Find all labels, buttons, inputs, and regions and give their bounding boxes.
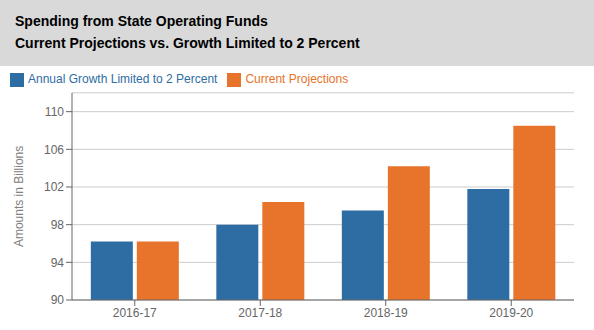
svg-text:2017-18: 2017-18: [238, 306, 282, 320]
svg-text:90: 90: [51, 293, 65, 307]
html-text:Spending from State Operating: Spending from State Operating Funds: [15, 13, 268, 29]
svg-text:106: 106: [44, 143, 64, 157]
svg-text:2018-19: 2018-19: [364, 306, 408, 320]
svg-text:98: 98: [51, 218, 65, 232]
svg-text:110: 110: [45, 105, 64, 119]
svg-text:94: 94: [51, 256, 65, 270]
html-text:Current Projections vs. Growth: Current Projections vs. Growth Limited t…: [15, 35, 360, 51]
svg-text:2016-17: 2016-17: [113, 306, 157, 320]
html-text:Current Projections: Current Projections: [245, 72, 349, 86]
svg-text:102: 102: [44, 180, 64, 194]
svg-text:Amounts in Billions: Amounts in Billions: [12, 146, 26, 247]
svg-text:2019-20: 2019-20: [489, 306, 533, 320]
html-text:Annual Growth Limited to 2 Per: Annual Growth Limited to 2 Percent: [28, 72, 218, 86]
